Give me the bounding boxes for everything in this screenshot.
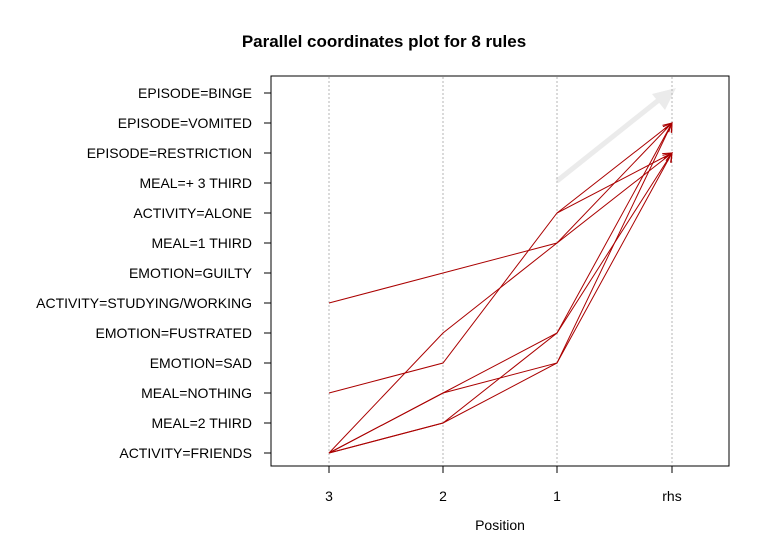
gridlines [328,77,673,465]
rule-line-7 [328,123,672,454]
x-axis-title: Position [475,517,525,533]
x-axis: 3 2 1 rhs [325,466,682,504]
y-tick-label: ACTIVITY=FRIENDS [119,445,252,461]
rule-line-8 [328,153,672,454]
y-tick-label: ACTIVITY=ALONE [133,205,252,221]
y-tick-label: EPISODE=VOMITED [118,115,252,131]
y-tick-label: EPISODE=BINGE [138,85,252,101]
y-tick-label: ACTIVITY=STUDYING/WORKING [36,295,252,311]
x-tick-label: 2 [439,488,447,504]
y-tick-label: MEAL=NOTHING [141,385,252,401]
direction-arrow-head [652,88,676,110]
y-tick-label: EMOTION=SAD [150,355,252,371]
rule-line-4 [328,153,672,394]
y-axis: ACTIVITY=FRIENDS MEAL=2 THIRD MEAL=NOTHING… [36,85,271,461]
direction-arrow [555,88,676,183]
rule-line-1 [556,123,672,214]
x-tick-label: 1 [553,488,561,504]
rule-line-6 [328,153,672,454]
y-tick-label: EPISODE=RESTRICTION [87,145,252,161]
y-tick-label: EMOTION=GUILTY [129,265,253,281]
plot-frame [270,75,730,467]
chart-title: Parallel coordinates plot for 8 rules [242,32,526,51]
rule-line-2 [328,153,672,304]
rule-lines [328,123,672,454]
x-tick-label: rhs [662,488,681,504]
y-tick-label: MEAL=1 THIRD [152,235,253,251]
y-tick-label: EMOTION=FUSTRATED [96,325,252,341]
direction-arrow-shaft [555,97,662,183]
y-tick-label: MEAL=+ 3 THIRD [139,175,252,191]
y-tick-label: MEAL=2 THIRD [152,415,253,431]
x-tick-label: 3 [325,488,333,504]
